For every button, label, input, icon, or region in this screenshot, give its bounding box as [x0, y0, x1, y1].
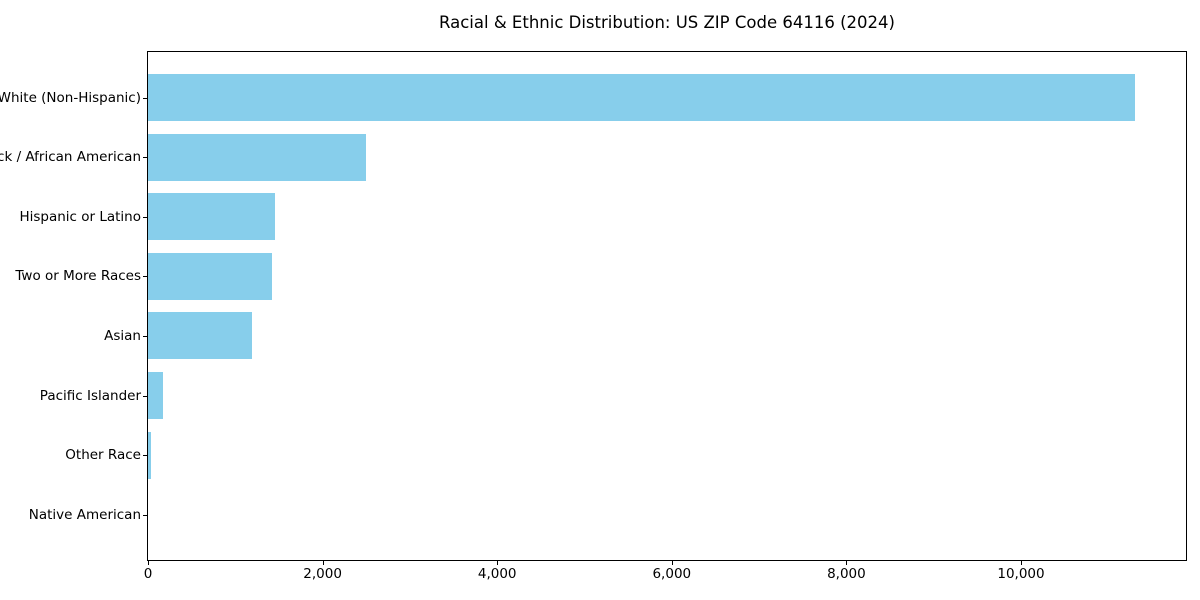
bar	[148, 193, 275, 241]
chart-title: Racial & Ethnic Distribution: US ZIP Cod…	[439, 13, 895, 32]
x-tick-label: 8,000	[827, 566, 866, 582]
plot-area	[147, 51, 1187, 561]
y-tick-mark	[143, 335, 147, 337]
x-tick-label: 6,000	[652, 566, 692, 582]
x-tick-mark	[846, 561, 848, 565]
y-tick-mark	[143, 216, 147, 218]
y-tick-label: Native American	[28, 506, 141, 523]
bar	[148, 133, 367, 181]
bar	[148, 74, 1135, 121]
x-tick-mark	[1021, 561, 1022, 565]
y-tick-label: Asian	[104, 327, 141, 344]
bar	[148, 431, 152, 479]
bar	[148, 372, 164, 419]
x-tick-label: 2,000	[303, 566, 342, 582]
y-tick-label: White (Non-Hispanic)	[0, 89, 141, 106]
x-tick-label: 0	[143, 566, 153, 582]
x-tick-mark	[148, 561, 149, 565]
y-tick-mark	[143, 97, 147, 99]
x-tick-mark	[322, 561, 324, 565]
bar	[148, 312, 252, 360]
y-tick-mark	[143, 455, 147, 457]
x-tick-label: 10,000	[997, 566, 1045, 582]
y-tick-label: Hispanic or Latino	[19, 208, 141, 225]
bar	[148, 252, 272, 300]
x-tick-mark	[497, 561, 499, 565]
y-tick-mark	[143, 395, 147, 397]
y-tick-label: Two or More Races	[15, 268, 141, 285]
y-tick-mark	[143, 514, 147, 516]
y-tick-mark	[143, 157, 147, 159]
y-tick-label: Pacific Islander	[39, 387, 141, 404]
x-tick-label: 4,000	[477, 566, 517, 582]
y-tick-mark	[143, 276, 147, 278]
x-tick-mark	[671, 561, 673, 565]
y-tick-label: Black / African American	[0, 149, 141, 166]
y-tick-label: Other Race	[65, 447, 141, 464]
